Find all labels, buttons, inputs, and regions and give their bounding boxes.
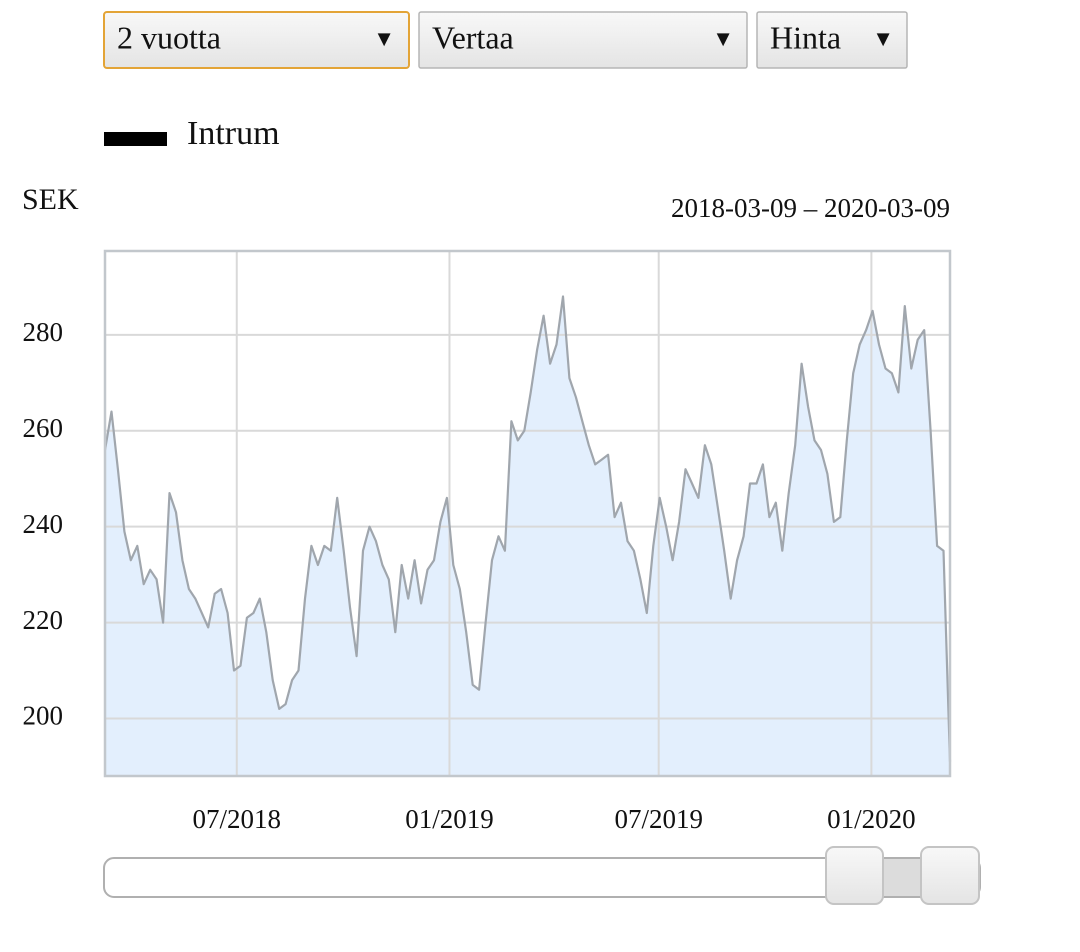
legend: Intrum xyxy=(104,115,280,152)
x-tick-label: 07/2019 xyxy=(614,804,703,834)
compare-dropdown[interactable]: Vertaa ▼ xyxy=(418,11,748,69)
line xyxy=(103,295,952,762)
x-tick-label: 01/2019 xyxy=(405,804,494,834)
date-range: 2018-03-09 – 2020-03-09 xyxy=(671,193,950,223)
arrow: ▼ xyxy=(872,26,894,51)
x-tick-label: 07/2018 xyxy=(193,804,282,834)
arrow: ▼ xyxy=(373,26,395,51)
area xyxy=(105,296,950,776)
compare-value: Vertaa xyxy=(432,19,514,55)
y-tick-label: 220 xyxy=(23,605,64,635)
plot xyxy=(103,249,952,778)
y-tick-label: 280 xyxy=(23,317,64,347)
y-tick-label: 240 xyxy=(23,509,64,539)
legend-swatch xyxy=(104,132,167,146)
measure-value: Hinta xyxy=(770,19,841,55)
measure-dropdown[interactable]: Hinta ▼ xyxy=(756,11,908,69)
plot-border xyxy=(103,249,952,778)
range-slider[interactable] xyxy=(103,846,981,905)
y-axis-label: SEK xyxy=(22,183,79,216)
period-value: 2 vuotta xyxy=(117,19,221,55)
y-tick-label: 260 xyxy=(23,413,64,443)
slider-handle[interactable] xyxy=(825,846,884,905)
period-dropdown[interactable]: 2 vuotta ▼ xyxy=(103,11,410,69)
arrow: ▼ xyxy=(712,26,734,51)
x-tick-label: 01/2020 xyxy=(827,804,916,834)
y-tick-label: 200 xyxy=(23,701,64,731)
slider-handle[interactable] xyxy=(920,846,980,905)
legend-label: Intrum xyxy=(187,115,280,152)
